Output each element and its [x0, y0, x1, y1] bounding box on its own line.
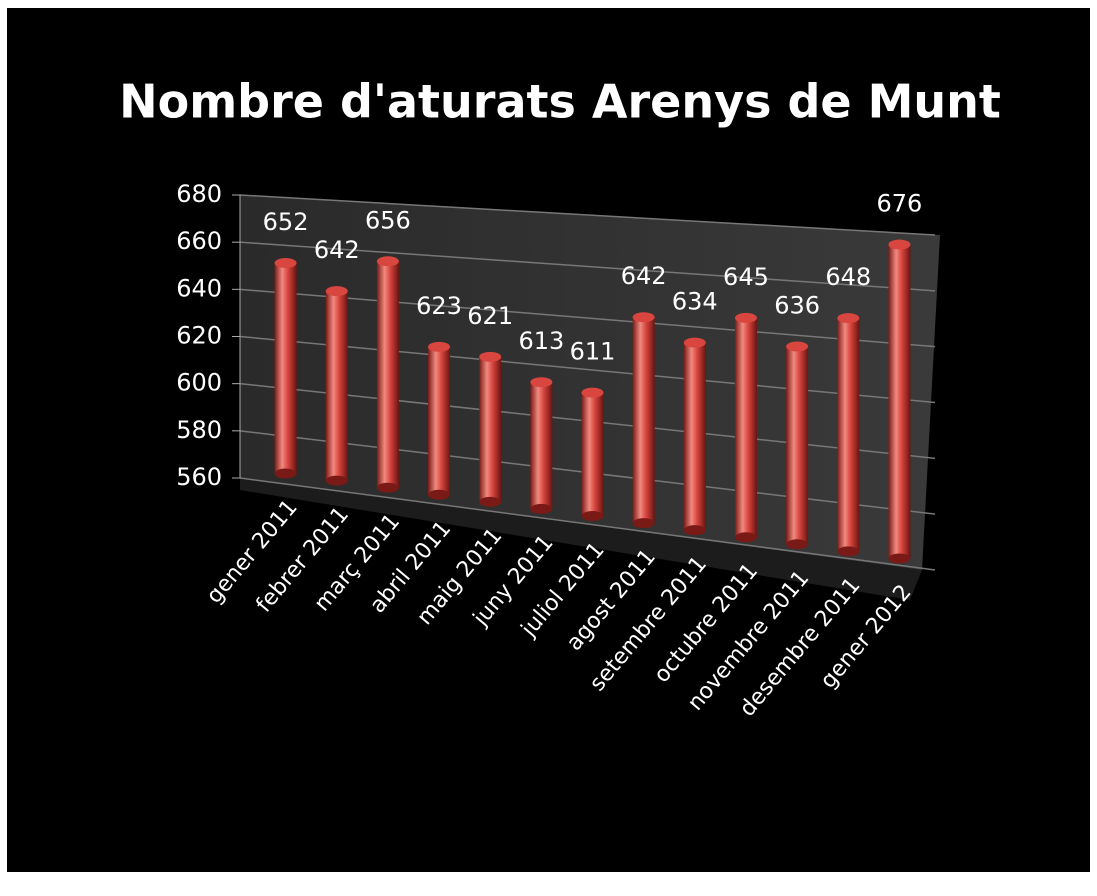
value-label: 645	[723, 263, 769, 291]
grid-line	[239, 241, 936, 292]
bar	[683, 342, 706, 531]
bar-cap	[428, 341, 451, 352]
value-label: 634	[672, 288, 718, 316]
bar-cap	[683, 337, 706, 348]
back-wall	[240, 195, 940, 570]
bar-cap	[274, 258, 297, 269]
bar-cap	[325, 286, 348, 297]
bar-base	[428, 489, 451, 500]
value-label: 676	[877, 190, 923, 218]
grid-line	[239, 335, 936, 404]
grid-line	[239, 288, 936, 348]
y-tick-label: 640	[176, 274, 222, 302]
bar-cap	[734, 312, 757, 323]
bar-base	[683, 525, 706, 536]
grid-line	[239, 477, 936, 571]
bar-cap	[786, 341, 809, 352]
value-label: 636	[774, 291, 820, 319]
bar-base	[376, 482, 399, 493]
y-tick-label: 620	[176, 322, 222, 350]
grid-line	[239, 194, 936, 236]
bar	[428, 346, 451, 495]
bar-base	[530, 503, 553, 514]
bar-cap	[837, 313, 860, 324]
value-label: 611	[570, 338, 616, 366]
bar	[734, 317, 757, 538]
y-tick-label: 580	[176, 416, 222, 444]
bar-base	[632, 518, 655, 529]
bar-cap	[581, 387, 604, 398]
y-tick-label: 660	[176, 227, 222, 255]
value-label: 621	[467, 302, 513, 330]
bar	[786, 346, 809, 545]
bar	[325, 291, 348, 481]
bar-base	[734, 532, 757, 543]
bar-base	[325, 475, 348, 486]
bar	[274, 263, 297, 474]
bar	[530, 382, 553, 509]
value-label: 623	[416, 292, 462, 320]
value-label: 656	[365, 206, 411, 234]
y-tick-label: 560	[176, 463, 222, 491]
value-label: 613	[518, 327, 564, 355]
bar	[837, 318, 860, 552]
bar-base	[479, 496, 502, 507]
value-label: 652	[263, 208, 309, 236]
bar-base	[888, 553, 911, 564]
floor	[240, 478, 922, 600]
bar-base	[581, 511, 604, 521]
value-label: 648	[825, 263, 871, 291]
bar-base	[786, 539, 809, 550]
bar	[581, 392, 604, 516]
bar-cap	[376, 256, 399, 267]
bar	[632, 317, 655, 524]
y-tick-label: 600	[176, 369, 222, 397]
bar	[888, 244, 911, 559]
bar	[479, 356, 502, 502]
value-label: 642	[621, 262, 667, 290]
bar-base	[274, 468, 297, 479]
bar-cap	[530, 377, 553, 388]
bar-base	[837, 546, 860, 557]
y-tick-label: 680	[176, 180, 222, 208]
bar-cap	[632, 312, 655, 323]
bar	[376, 261, 399, 488]
bar-cap	[479, 351, 502, 362]
value-label: 642	[314, 236, 360, 264]
bar-cap	[888, 239, 911, 250]
chart-title: Nombre d'aturats Arenys de Munt	[119, 75, 1001, 129]
